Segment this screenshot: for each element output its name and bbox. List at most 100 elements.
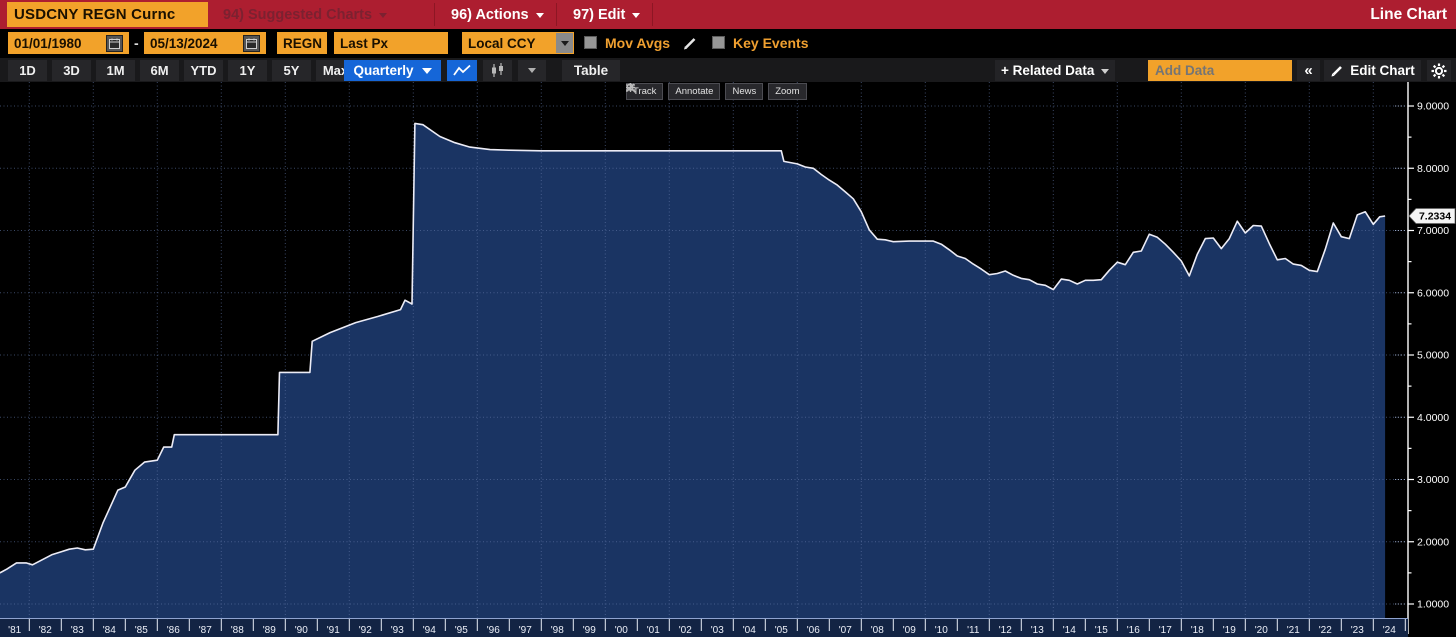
date-from-field[interactable]: 01/01/1980 [8, 32, 129, 54]
x-axis-year-label: '90 [295, 625, 308, 636]
y-axis-label: 1.0000 [1417, 599, 1449, 611]
period-label: Quarterly [353, 63, 414, 78]
related-data-label: + Related Data [1001, 63, 1095, 78]
price-chart[interactable]: 9.0000 8.0000 7.0000 6.0000 5.0000 4.0000 3.00… [0, 82, 1456, 637]
chevron-down-icon [379, 13, 388, 18]
chart-tool-zoom[interactable]: Zoom [626, 83, 807, 100]
window-title: Line Chart [1370, 5, 1447, 23]
related-data-button[interactable]: + Related Data [995, 60, 1116, 81]
key-events-label: Key Events [733, 35, 809, 51]
title-bar: USDCNY REGN Curnc 94) Suggested Charts 9… [0, 0, 1456, 29]
chart-tool-label: Track [633, 86, 657, 97]
chart-tool-annotate[interactable]: Annotate [626, 83, 721, 100]
regn-field[interactable]: REGN [277, 32, 327, 54]
x-axis-year-label: '83 [71, 625, 84, 636]
last-price-tag: 7.2334 [1408, 208, 1456, 224]
dropdown-arrow-icon[interactable] [556, 33, 573, 53]
y-axis-label: 8.0000 [1417, 163, 1449, 175]
chart-settings-button[interactable] [1427, 60, 1451, 81]
x-axis-year-label: '07 [839, 625, 852, 636]
x-axis-year-label: '82 [39, 625, 52, 636]
svg-text:7.2334: 7.2334 [1419, 211, 1451, 223]
x-axis-year-label: '06 [807, 625, 820, 636]
menu-actions[interactable]: 96) Actions [441, 0, 554, 29]
line-chart-icon [453, 64, 471, 76]
x-axis-year-label: '98 [551, 625, 564, 636]
date-to-field[interactable]: 05/13/2024 [144, 32, 266, 54]
add-data-input[interactable] [1148, 60, 1292, 81]
x-axis-year-label: '19 [1223, 625, 1236, 636]
y-axis: 9.0000 8.0000 7.0000 6.0000 5.0000 4.0000 3.00… [1395, 82, 1449, 634]
mov-avgs-label: Mov Avgs [605, 35, 671, 51]
x-axis-year-label: '95 [455, 625, 468, 636]
range-button-1m[interactable]: 1M [96, 60, 135, 81]
date-range-separator: - [134, 35, 139, 51]
x-axis-year-label: '12 [999, 625, 1012, 636]
chart-tool-label: Annotate [675, 86, 714, 97]
collapse-panel-button[interactable]: « [1297, 60, 1320, 81]
chart-type-dropdown[interactable] [518, 60, 546, 81]
mov-avgs-checkbox[interactable] [584, 36, 597, 49]
key-events-checkbox[interactable] [712, 36, 725, 49]
x-axis-year-label: '94 [423, 625, 436, 636]
x-axis-year-label: '10 [935, 625, 948, 636]
y-axis-label: 7.0000 [1417, 225, 1449, 237]
x-axis-year-label: '99 [583, 625, 596, 636]
pencil-icon [1331, 66, 1343, 77]
gridlines [0, 82, 1408, 618]
x-axis-year-label: '84 [103, 625, 116, 636]
price-field-selector[interactable]: Last Px [334, 32, 448, 54]
date-from-value: 01/01/1980 [14, 35, 82, 51]
y-axis-label: 2.0000 [1417, 536, 1449, 548]
range-button-1d[interactable]: 1D [8, 60, 47, 81]
range-button-1y[interactable]: 1Y [228, 60, 267, 81]
x-axis-year-label: '17 [1159, 625, 1172, 636]
menu-suggested-charts[interactable]: 94) Suggested Charts [213, 0, 397, 29]
pencil-icon[interactable] [683, 36, 698, 55]
x-axis-year-label: '92 [359, 625, 372, 636]
price-line [0, 122, 1386, 574]
x-axis-year-label: '21 [1287, 625, 1300, 636]
x-axis-year-label: '97 [519, 625, 532, 636]
x-axis-year-label: '85 [135, 625, 148, 636]
y-axis-label: 9.0000 [1417, 101, 1449, 113]
chart-toolbar: 1D 3D 1M 6M YTD 1Y 5Y Max Quarterly Table + Rel… [0, 57, 1456, 82]
range-button-6m[interactable]: 6M [140, 60, 179, 81]
x-axis-year-label: '16 [1127, 625, 1140, 636]
x-axis-year-label: '00 [615, 625, 628, 636]
x-axis-year-label: '02 [679, 625, 692, 636]
calendar-icon[interactable] [106, 34, 123, 52]
calendar-icon[interactable] [243, 34, 260, 52]
x-axis-year-label: '96 [487, 625, 500, 636]
chart-tool-news[interactable]: News [626, 83, 764, 100]
y-axis-label: 6.0000 [1417, 287, 1449, 299]
x-axis-year-label: '24 [1383, 625, 1396, 636]
x-axis-year-label: '89 [263, 625, 276, 636]
range-button-5y[interactable]: 5Y [272, 60, 311, 81]
x-axis-year-label: '09 [903, 625, 916, 636]
x-axis-year-label: '15 [1095, 625, 1108, 636]
table-button[interactable]: Table [562, 60, 620, 81]
security-ticker-field[interactable]: USDCNY REGN Curnc [7, 2, 208, 27]
menu-label: 94) Suggested Charts [223, 6, 373, 23]
menu-edit[interactable]: 97) Edit [563, 0, 650, 29]
x-axis-year-label: '22 [1319, 625, 1332, 636]
line-chart-type-button[interactable] [447, 60, 477, 81]
candlestick-icon [492, 63, 503, 77]
currency-selector[interactable]: Local CCY [462, 32, 574, 54]
x-axis-year-label: '18 [1191, 625, 1204, 636]
range-button-ytd[interactable]: YTD [184, 60, 223, 81]
range-button-3d[interactable]: 3D [52, 60, 91, 81]
menu-divider [556, 3, 557, 26]
price-chart-area[interactable]: 9.0000 8.0000 7.0000 6.0000 5.0000 4.0000 3.00… [0, 82, 1456, 637]
edit-chart-button[interactable]: Edit Chart [1324, 60, 1421, 81]
candlestick-chart-type-button[interactable] [483, 60, 512, 81]
x-axis-year-label: '87 [199, 625, 212, 636]
chart-tool-label: News [732, 86, 757, 97]
menu-label: 96) Actions [451, 6, 529, 23]
x-axis-year-label: '05 [775, 625, 788, 636]
chart-tool-label: Zoom [775, 86, 800, 97]
period-selector[interactable]: Quarterly [344, 60, 441, 81]
x-axis-year-label: '14 [1063, 625, 1076, 636]
x-axis-year-label: '93 [391, 625, 404, 636]
